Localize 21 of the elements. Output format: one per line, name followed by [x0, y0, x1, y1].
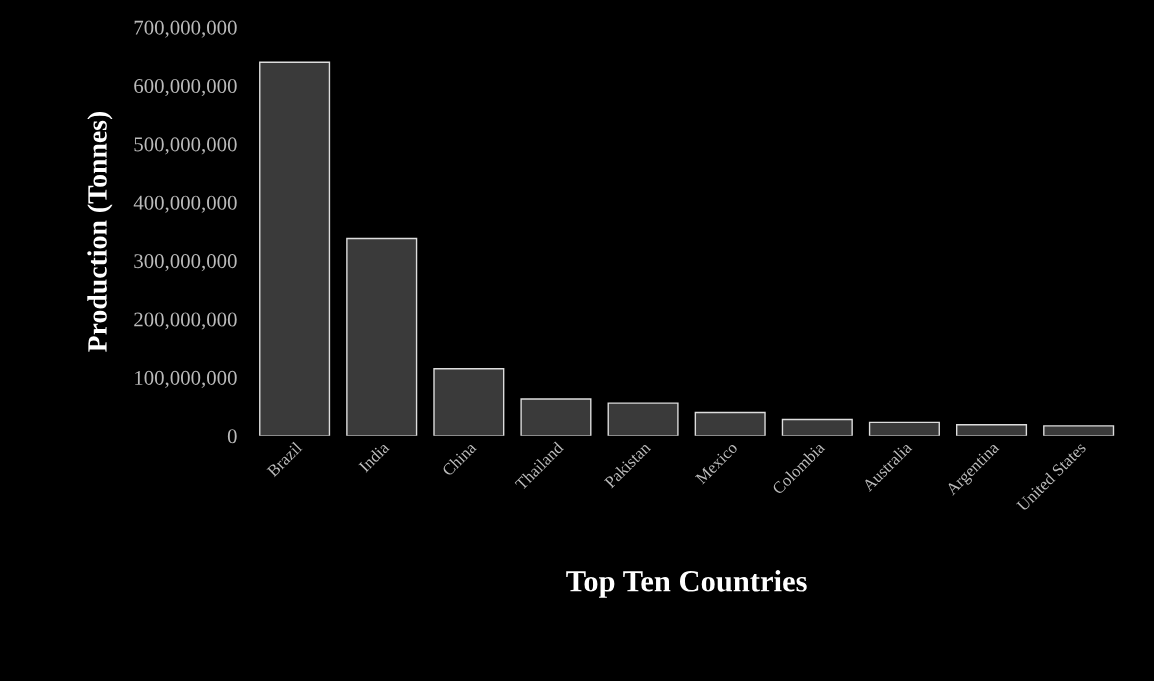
- y-tick-label: 0: [227, 429, 237, 444]
- y-tick-label: 500,000,000: [134, 137, 237, 155]
- bar: [781, 418, 853, 436]
- bar: [955, 424, 1028, 436]
- y-tick-label: 100,000,000: [135, 370, 237, 388]
- bar: [520, 398, 592, 436]
- y-tick-label: 300,000,000: [134, 254, 237, 272]
- bar: [694, 411, 766, 436]
- bar: [433, 368, 505, 436]
- bar: [607, 402, 679, 436]
- y-tick-label: 700,000,000: [134, 20, 237, 38]
- x-tick-label: India: [357, 440, 390, 473]
- x-axis-title: Top Ten Countries: [566, 570, 807, 598]
- bar: [1043, 425, 1115, 436]
- y-tick-label: 200,000,000: [134, 312, 237, 330]
- bar: [868, 421, 940, 436]
- bar: [346, 237, 418, 436]
- y-axis-title: Production (Tonnes): [87, 111, 113, 352]
- bar: [259, 61, 331, 436]
- y-tick-label: 600,000,000: [134, 78, 237, 97]
- y-tick-label: 400,000,000: [133, 195, 237, 213]
